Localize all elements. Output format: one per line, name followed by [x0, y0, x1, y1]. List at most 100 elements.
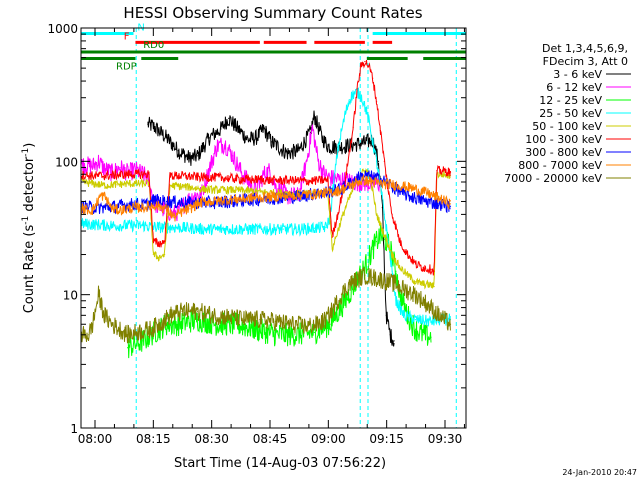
series-point — [333, 306, 335, 309]
series-point — [169, 314, 172, 316]
series-point — [181, 202, 183, 204]
series-point — [259, 319, 261, 321]
series-point — [395, 283, 397, 285]
series-point — [212, 176, 214, 178]
series-point — [372, 181, 374, 183]
series-point — [235, 189, 238, 191]
y-tick-label: 100 — [55, 155, 78, 169]
x-tick-label: 09:30 — [428, 432, 463, 446]
series-point — [331, 236, 333, 238]
series-point — [414, 281, 417, 283]
x-tick-label: 08:00 — [78, 432, 113, 446]
series-point — [298, 228, 300, 230]
series-point — [313, 227, 315, 229]
series-point — [127, 183, 129, 185]
series-point — [224, 189, 226, 191]
series-point — [436, 170, 438, 172]
series-point — [263, 173, 265, 175]
series-point — [204, 200, 207, 203]
series-point — [379, 130, 382, 132]
series-point — [352, 188, 354, 190]
series-point — [387, 241, 389, 243]
series-point — [158, 243, 160, 245]
series-point — [337, 213, 339, 215]
generation-timestamp: 24-Jan-2010 20:47 — [562, 468, 637, 477]
series-point — [414, 319, 417, 321]
series-point — [177, 150, 179, 152]
series-point — [323, 173, 325, 175]
series-point — [364, 142, 366, 144]
series-point — [364, 175, 366, 177]
series-point — [212, 200, 214, 203]
series-point — [356, 88, 358, 90]
series-point — [177, 175, 179, 177]
series-point — [379, 278, 382, 281]
series-point — [375, 160, 378, 162]
series-point — [383, 238, 385, 240]
series-point — [232, 155, 234, 157]
series-point — [438, 203, 440, 205]
series-point — [438, 197, 440, 199]
series-point — [383, 234, 385, 236]
series-point — [381, 206, 383, 209]
series-point — [337, 150, 339, 152]
y-axis: 1 10 100 1000 — [47, 22, 466, 436]
series-point — [119, 328, 121, 330]
series-point — [142, 183, 144, 185]
series-point — [235, 228, 238, 230]
series-point — [169, 184, 171, 186]
series-point — [387, 281, 389, 283]
series-point — [142, 340, 144, 342]
series-point — [426, 192, 428, 194]
series-point — [138, 330, 140, 333]
series-point — [212, 314, 214, 316]
series-point — [403, 314, 405, 316]
series-point — [375, 241, 378, 243]
series-point — [142, 173, 144, 175]
series-point — [274, 185, 277, 187]
series-point — [414, 294, 417, 296]
series-point — [305, 325, 308, 327]
series-point — [360, 95, 362, 97]
series-point — [403, 193, 405, 195]
series-point — [449, 323, 452, 325]
series-point — [247, 190, 249, 192]
series-point — [352, 93, 354, 95]
series-point — [352, 126, 354, 128]
series-point — [147, 123, 149, 125]
series-point — [430, 336, 432, 338]
series-point — [403, 185, 405, 187]
series-point — [134, 206, 137, 209]
series-point — [164, 241, 166, 243]
series-point — [115, 183, 117, 186]
series-point — [220, 128, 222, 130]
y-axis-label-part: ) — [22, 143, 37, 148]
series-point — [422, 283, 424, 285]
x-tick-label: 08:15 — [136, 432, 171, 446]
series-line — [147, 110, 395, 347]
series-point — [286, 152, 288, 154]
series-point — [92, 183, 94, 185]
series-point — [263, 128, 265, 130]
series-point — [364, 105, 366, 107]
legend-entry: 300 - 800 keV — [525, 146, 602, 159]
series-point — [329, 177, 331, 179]
series-point — [377, 160, 380, 162]
series-point — [200, 176, 203, 178]
series-point — [189, 157, 191, 160]
y-axis-label-part: Count Rate (s — [22, 225, 37, 314]
series-point — [92, 323, 94, 325]
series-point — [99, 195, 102, 197]
series-point — [204, 228, 207, 230]
x-axis: 08:00 08:15 08:30 08:45 09:00 09:15 09:30 — [78, 28, 465, 446]
series-point — [356, 278, 358, 281]
series-point — [340, 294, 343, 296]
series-point — [344, 300, 347, 302]
series-point — [181, 210, 183, 213]
series-point — [152, 199, 154, 201]
series-point — [383, 213, 385, 215]
series-point — [395, 226, 397, 228]
series-point — [368, 65, 370, 67]
series-point — [169, 175, 171, 177]
